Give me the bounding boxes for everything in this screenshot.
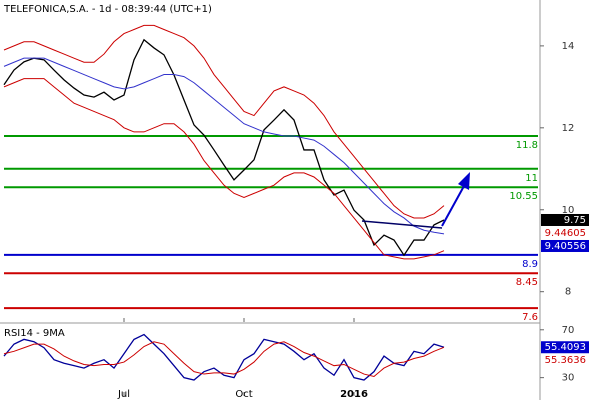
- y-tick-label: 10: [562, 205, 575, 216]
- level-label: 11: [525, 173, 538, 184]
- value-box: [541, 341, 589, 354]
- series-line: [3, 78, 445, 260]
- marks: 8 10 12 14 11.8 11 10.55 8.9 8.45 7.6 9.75 9.44605 9…: [3, 24, 589, 400]
- value-label: 9.44605: [545, 228, 586, 239]
- level-label: 11.8: [516, 140, 538, 151]
- y-tick-label: 12: [562, 123, 575, 134]
- y-tick-label: 8: [565, 287, 571, 298]
- x-tick-label: 2016: [340, 389, 368, 400]
- y-tick-label: 30: [562, 373, 575, 384]
- series-line: [3, 57, 445, 235]
- series-line: [3, 24, 445, 219]
- value-label: 9.75: [564, 215, 586, 226]
- value-box: [541, 239, 589, 252]
- value-label: 55.3636: [545, 355, 586, 366]
- x-tick-label: Jul: [117, 389, 130, 400]
- arrow-head: [458, 172, 470, 190]
- trend-line: [361, 220, 443, 229]
- level-label: 8.45: [516, 277, 538, 288]
- value-label: 55.4093: [545, 342, 586, 353]
- chart-title: TELEFONICA,S.A. - 1d - 08:39:44 (UTC+1): [3, 4, 212, 15]
- level-label: 10.55: [509, 191, 538, 202]
- level-label: 7.6: [522, 312, 538, 323]
- series-line: [3, 341, 445, 377]
- value-box: [541, 213, 589, 226]
- panel-title: RSI14 - 9MA: [4, 328, 65, 339]
- series-line: [3, 333, 445, 381]
- value-box: [541, 354, 589, 367]
- series-line: [3, 38, 445, 257]
- level-label: 8.9: [522, 259, 538, 270]
- value-box: [541, 226, 589, 239]
- value-label: 9.40556: [545, 241, 586, 252]
- x-tick-label: Oct: [235, 389, 252, 400]
- arrow: [441, 185, 465, 227]
- y-tick-label: 14: [562, 41, 575, 52]
- y-tick-label: 70: [562, 325, 575, 336]
